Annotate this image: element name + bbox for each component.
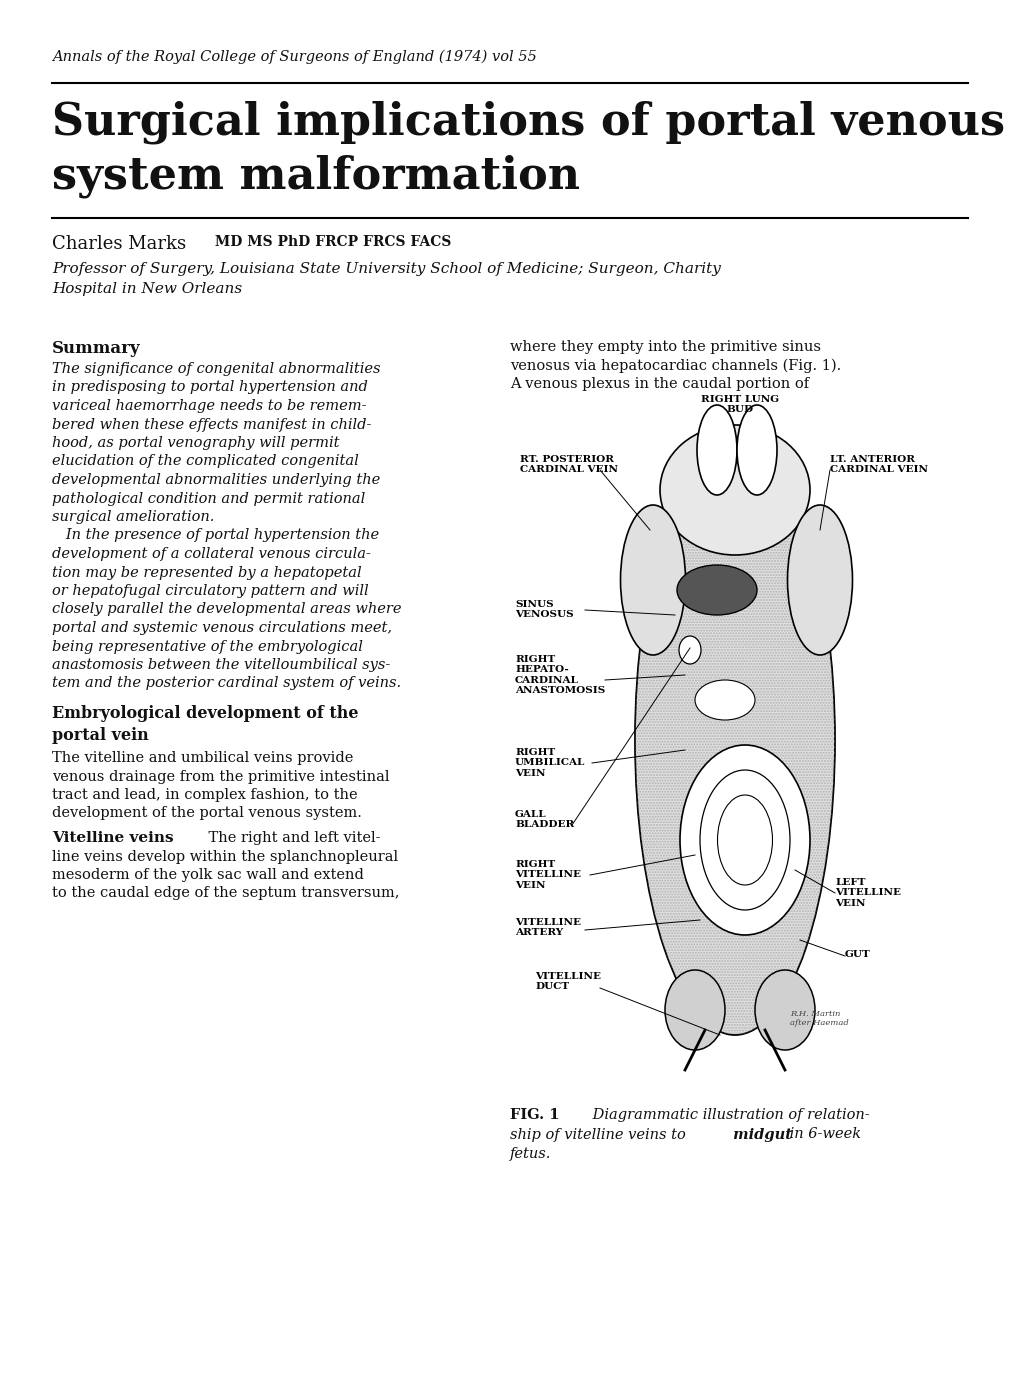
Text: venosus via hepatocardiac channels (Fig. 1).: venosus via hepatocardiac channels (Fig.…	[510, 359, 841, 373]
Text: Summary: Summary	[52, 340, 141, 358]
Text: system malformation: system malformation	[52, 155, 580, 198]
Text: pathological condition and permit rational: pathological condition and permit ration…	[52, 492, 365, 506]
Ellipse shape	[694, 681, 754, 719]
Text: SINUS
VENOSUS: SINUS VENOSUS	[515, 600, 573, 620]
Ellipse shape	[679, 636, 700, 664]
Text: RIGHT LUNG
BUD: RIGHT LUNG BUD	[700, 395, 779, 414]
Text: variceal haemorrhage needs to be remem-: variceal haemorrhage needs to be remem-	[52, 399, 366, 413]
Text: ship of vitelline veins to: ship of vitelline veins to	[510, 1127, 685, 1142]
Text: Embryological development of the: Embryological development of the	[52, 705, 358, 722]
Text: Annals of the Royal College of Surgeons of England (1974) vol 55: Annals of the Royal College of Surgeons …	[52, 50, 536, 64]
Text: Charles Marks: Charles Marks	[52, 236, 185, 254]
Ellipse shape	[787, 505, 852, 656]
Text: surgical amelioration.: surgical amelioration.	[52, 510, 214, 524]
Text: RIGHT
UMBILICAL
VEIN: RIGHT UMBILICAL VEIN	[515, 748, 585, 778]
Text: A venous plexus in the caudal portion of: A venous plexus in the caudal portion of	[510, 377, 808, 391]
Text: tion may be represented by a hepatopetal: tion may be represented by a hepatopetal	[52, 565, 362, 579]
Text: RIGHT
VITELLINE
VEIN: RIGHT VITELLINE VEIN	[515, 859, 581, 890]
Ellipse shape	[680, 746, 809, 936]
Text: The right and left vitel-: The right and left vitel-	[190, 832, 380, 845]
Text: The vitelline and umbilical veins provide: The vitelline and umbilical veins provid…	[52, 751, 353, 765]
Text: In the presence of portal hypertension the: In the presence of portal hypertension t…	[52, 528, 379, 542]
Text: tract and lead, in complex fashion, to the: tract and lead, in complex fashion, to t…	[52, 789, 358, 802]
Text: hood, as portal venography will permit: hood, as portal venography will permit	[52, 437, 339, 450]
Text: to the caudal edge of the septum transversum,: to the caudal edge of the septum transve…	[52, 887, 399, 901]
Ellipse shape	[620, 505, 685, 656]
Text: FIG. 1: FIG. 1	[510, 1107, 559, 1123]
Text: development of the portal venous system.: development of the portal venous system.	[52, 807, 362, 821]
Text: venous drainage from the primitive intestinal: venous drainage from the primitive intes…	[52, 769, 389, 783]
Text: bered when these effects manifest in child-: bered when these effects manifest in chi…	[52, 417, 371, 431]
Text: in predisposing to portal hypertension and: in predisposing to portal hypertension a…	[52, 381, 368, 395]
Ellipse shape	[696, 405, 737, 495]
Ellipse shape	[677, 565, 756, 615]
Text: GALL
BLADDER: GALL BLADDER	[515, 809, 574, 829]
Text: Hospital in New Orleans: Hospital in New Orleans	[52, 281, 243, 297]
Text: or hepatofugal circulatory pattern and will: or hepatofugal circulatory pattern and w…	[52, 584, 368, 597]
Text: GUT: GUT	[844, 949, 870, 959]
Text: anastomosis between the vitelloumbilical sys-: anastomosis between the vitelloumbilical…	[52, 658, 390, 672]
Text: Surgical implications of portal venous: Surgical implications of portal venous	[52, 100, 1004, 144]
Ellipse shape	[664, 970, 725, 1051]
Text: line veins develop within the splanchnopleural: line veins develop within the splanchnop…	[52, 850, 397, 863]
Ellipse shape	[737, 405, 776, 495]
Text: portal and systemic venous circulations meet,: portal and systemic venous circulations …	[52, 621, 391, 635]
Text: MD MS PhD FRCP FRCS FACS: MD MS PhD FRCP FRCS FACS	[210, 236, 451, 249]
Text: midgut: midgut	[728, 1127, 791, 1142]
Text: developmental abnormalities underlying the: developmental abnormalities underlying t…	[52, 473, 380, 486]
Ellipse shape	[635, 445, 835, 1035]
Text: being representative of the embryological: being representative of the embryologica…	[52, 639, 363, 654]
Text: elucidation of the complicated congenital: elucidation of the complicated congenita…	[52, 455, 359, 468]
Text: Professor of Surgery, Louisiana State University School of Medicine; Surgeon, Ch: Professor of Surgery, Louisiana State Un…	[52, 262, 720, 276]
Text: in 6-week: in 6-week	[785, 1127, 860, 1142]
Text: VITELLINE
ARTERY: VITELLINE ARTERY	[515, 918, 581, 937]
Text: LEFT
VITELLINE
VEIN: LEFT VITELLINE VEIN	[835, 877, 900, 908]
Text: development of a collateral venous circula-: development of a collateral venous circu…	[52, 547, 371, 561]
Text: The significance of congenital abnormalities: The significance of congenital abnormali…	[52, 362, 380, 376]
Text: where they empty into the primitive sinus: where they empty into the primitive sinu…	[510, 340, 820, 353]
Text: R.H. Martin
after Haemad: R.H. Martin after Haemad	[790, 1010, 848, 1027]
Text: Vitelline veins: Vitelline veins	[52, 832, 173, 845]
Text: RT. POSTERIOR
CARDINAL VEIN: RT. POSTERIOR CARDINAL VEIN	[520, 455, 618, 474]
Text: LT. ANTERIOR
CARDINAL VEIN: LT. ANTERIOR CARDINAL VEIN	[829, 455, 927, 474]
Text: portal vein: portal vein	[52, 728, 149, 744]
Text: mesoderm of the yolk sac wall and extend: mesoderm of the yolk sac wall and extend	[52, 868, 364, 881]
Text: VITELLINE
DUCT: VITELLINE DUCT	[535, 972, 600, 991]
Ellipse shape	[754, 970, 814, 1051]
Text: closely parallel the developmental areas where: closely parallel the developmental areas…	[52, 603, 401, 617]
Text: fetus.: fetus.	[510, 1148, 551, 1161]
Ellipse shape	[659, 426, 809, 554]
Text: Diagrammatic illustration of relation-: Diagrammatic illustration of relation-	[578, 1107, 869, 1123]
Text: tem and the posterior cardinal system of veins.: tem and the posterior cardinal system of…	[52, 676, 400, 690]
Text: RIGHT
HEPATO-
CARDINAL
ANASTOMOSIS: RIGHT HEPATO- CARDINAL ANASTOMOSIS	[515, 656, 604, 696]
